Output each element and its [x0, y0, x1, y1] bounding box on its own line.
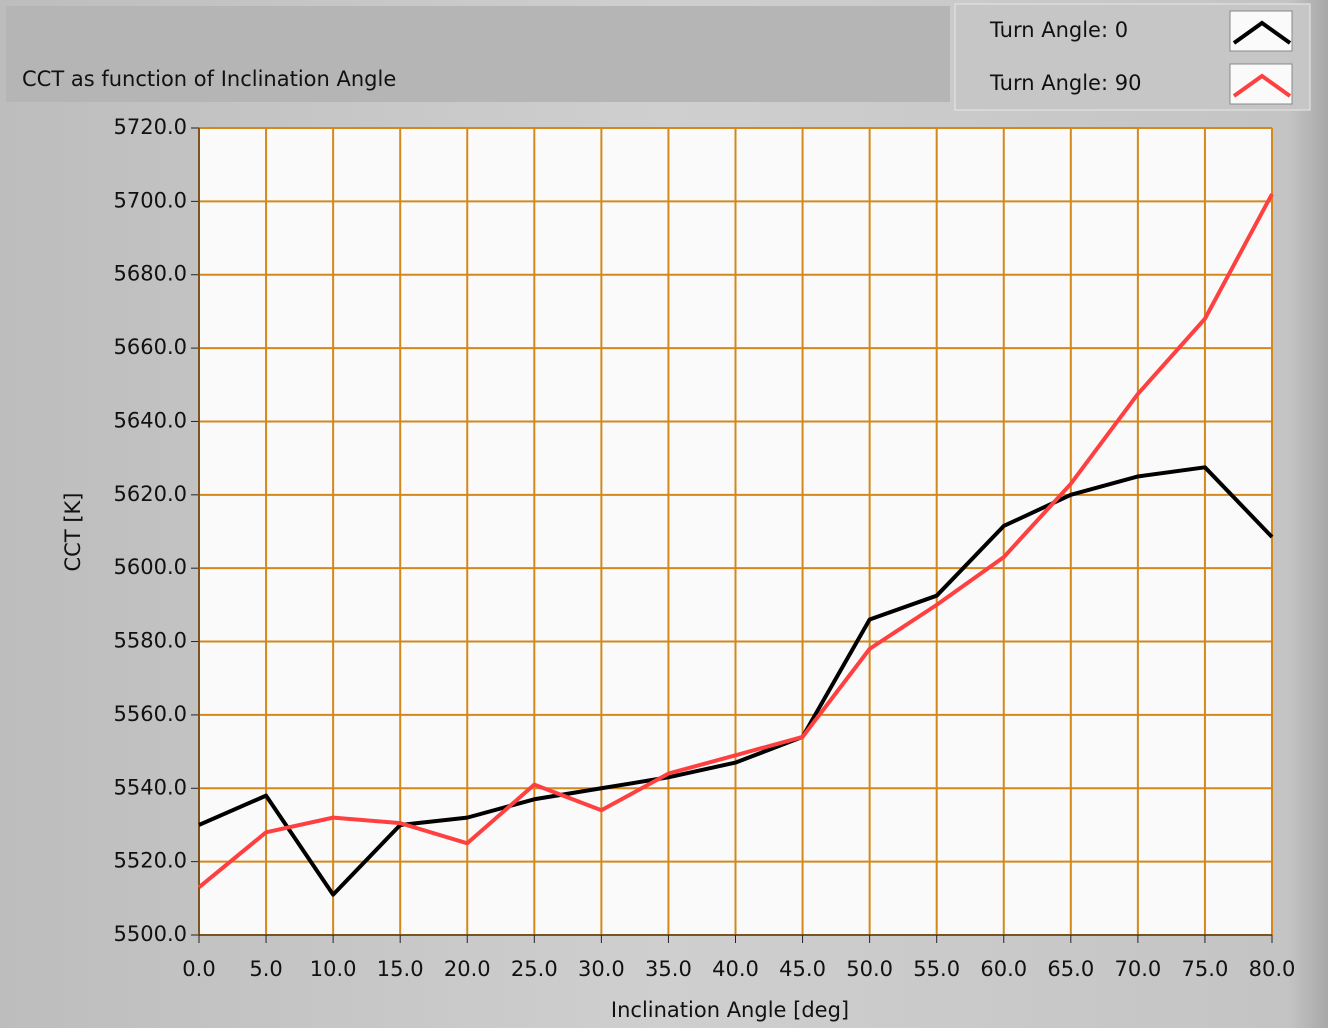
x-tick-label: 30.0	[578, 957, 625, 981]
x-tick-label: 60.0	[980, 957, 1027, 981]
y-tick-label: 5560.0	[114, 702, 187, 726]
y-tick-label: 5600.0	[114, 555, 187, 579]
legend-label: Turn Angle: 90	[989, 71, 1141, 95]
x-tick-label: 75.0	[1182, 957, 1229, 981]
chart-title: CCT as function of Inclination Angle	[22, 67, 396, 91]
y-tick-label: 5640.0	[114, 408, 187, 432]
y-tick-label: 5700.0	[114, 188, 187, 212]
series-line	[197, 193, 1274, 889]
legend-swatch-box	[1229, 10, 1293, 52]
y-tick-label: 5520.0	[114, 849, 187, 873]
title-band	[6, 6, 950, 102]
legend-label: Turn Angle: 0	[989, 18, 1128, 42]
y-axis-label: CCT [K]	[61, 493, 85, 572]
x-tick-label: 80.0	[1249, 957, 1296, 981]
x-tick-label: 50.0	[846, 957, 893, 981]
x-tick-label: 15.0	[377, 957, 424, 981]
x-tick-label: 40.0	[712, 957, 759, 981]
legend-swatch-box	[1229, 63, 1293, 105]
y-tick-label: 5680.0	[114, 262, 187, 286]
x-tick-label: 25.0	[511, 957, 558, 981]
x-tick-label: 20.0	[444, 957, 491, 981]
legend-swatch	[1232, 73, 1292, 98]
series-line	[198, 465, 1274, 897]
legend-swatch	[1232, 20, 1292, 45]
y-tick-label: 5500.0	[114, 922, 187, 946]
x-tick-label: 5.0	[249, 957, 282, 981]
y-tick-label: 5720.0	[114, 115, 187, 139]
x-tick-label: 0.0	[182, 957, 215, 981]
y-tick-label: 5540.0	[114, 775, 187, 799]
x-tick-label: 35.0	[645, 957, 692, 981]
x-tick-label: 45.0	[779, 957, 826, 981]
y-tick-label: 5620.0	[114, 482, 187, 506]
x-tick-label: 10.0	[310, 957, 357, 981]
x-tick-label: 55.0	[913, 957, 960, 981]
y-tick-label: 5580.0	[114, 629, 187, 653]
x-tick-label: 70.0	[1114, 957, 1161, 981]
x-tick-label: 65.0	[1047, 957, 1094, 981]
y-tick-label: 5660.0	[114, 335, 187, 359]
x-axis-label: Inclination Angle [deg]	[611, 998, 849, 1022]
